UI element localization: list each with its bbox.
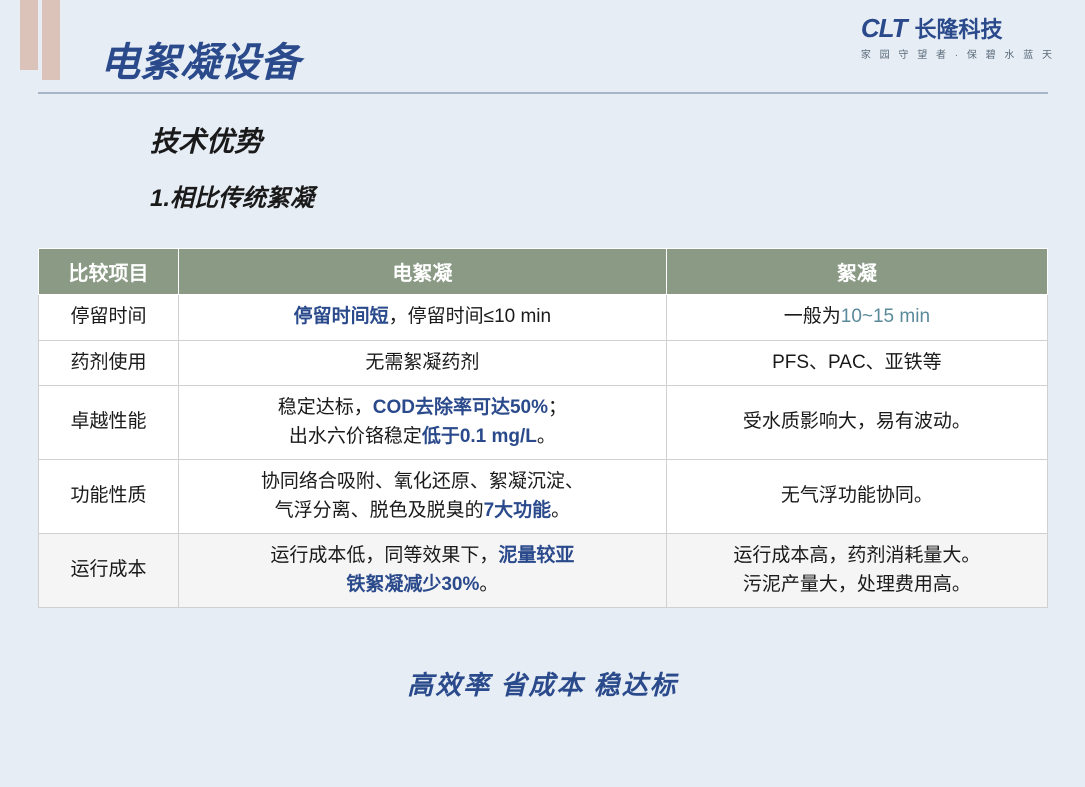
cell-floc: PFS、PAC、亚铁等 xyxy=(666,340,1047,386)
cell-electro: 停留时间短，停留时间≤10 min xyxy=(179,295,667,341)
section-label: 1.相比传统絮凝 xyxy=(150,178,314,213)
deco-bar-2 xyxy=(42,0,60,80)
logo-tagline: 家 园 守 望 者 · 保 碧 水 蓝 天 xyxy=(861,46,1055,61)
cell-electro: 稳定达标，COD去除率可达50%；出水六价铬稳定低于0.1 mg/L。 xyxy=(179,386,667,460)
table-row: 药剂使用无需絮凝药剂PFS、PAC、亚铁等 xyxy=(39,340,1048,386)
cell-floc: 无气浮功能协同。 xyxy=(666,460,1047,534)
company-logo: CLT 长隆科技 家 园 守 望 者 · 保 碧 水 蓝 天 xyxy=(861,12,1055,61)
table-row: 功能性质协同络合吸附、氧化还原、絮凝沉淀、气浮分离、脱色及脱臭的7大功能。无气浮… xyxy=(39,460,1048,534)
cell-electro: 无需絮凝药剂 xyxy=(179,340,667,386)
cell-electro: 运行成本低，同等效果下，泥量较亚铁絮凝减少30%。 xyxy=(179,534,667,608)
deco-bar-1 xyxy=(20,0,38,70)
logo-name-cn: 长隆科技 xyxy=(915,12,1003,44)
row-label: 运行成本 xyxy=(39,534,179,608)
th-electro: 电絮凝 xyxy=(179,249,667,295)
cell-electro: 协同络合吸附、氧化还原、絮凝沉淀、气浮分离、脱色及脱臭的7大功能。 xyxy=(179,460,667,534)
th-compare: 比较项目 xyxy=(39,249,179,295)
title-divider xyxy=(38,92,1048,94)
cell-floc: 运行成本高，药剂消耗量大。污泥产量大，处理费用高。 xyxy=(666,534,1047,608)
page-title: 电絮凝设备 xyxy=(100,30,300,88)
table-row: 卓越性能稳定达标，COD去除率可达50%；出水六价铬稳定低于0.1 mg/L。受… xyxy=(39,386,1048,460)
cell-floc: 一般为10~15 min xyxy=(666,295,1047,341)
table-row: 停留时间停留时间短，停留时间≤10 min一般为10~15 min xyxy=(39,295,1048,341)
decorative-bars xyxy=(20,0,60,80)
table-body: 停留时间停留时间短，停留时间≤10 min一般为10~15 min药剂使用无需絮… xyxy=(39,295,1048,608)
cell-floc: 受水质影响大，易有波动。 xyxy=(666,386,1047,460)
footer-slogan: 高效率 省成本 稳达标 xyxy=(0,665,1085,702)
subtitle: 技术优势 xyxy=(150,120,262,160)
row-label: 功能性质 xyxy=(39,460,179,534)
comparison-table-wrap: 比较项目 电絮凝 絮凝 停留时间停留时间短，停留时间≤10 min一般为10~1… xyxy=(38,248,1048,608)
table-row: 运行成本运行成本低，同等效果下，泥量较亚铁絮凝减少30%。运行成本高，药剂消耗量… xyxy=(39,534,1048,608)
row-label: 药剂使用 xyxy=(39,340,179,386)
logo-abbr: CLT xyxy=(861,13,907,44)
th-floc: 絮凝 xyxy=(666,249,1047,295)
table-header-row: 比较项目 电絮凝 絮凝 xyxy=(39,249,1048,295)
row-label: 停留时间 xyxy=(39,295,179,341)
comparison-table: 比较项目 电絮凝 絮凝 停留时间停留时间短，停留时间≤10 min一般为10~1… xyxy=(38,248,1048,608)
row-label: 卓越性能 xyxy=(39,386,179,460)
